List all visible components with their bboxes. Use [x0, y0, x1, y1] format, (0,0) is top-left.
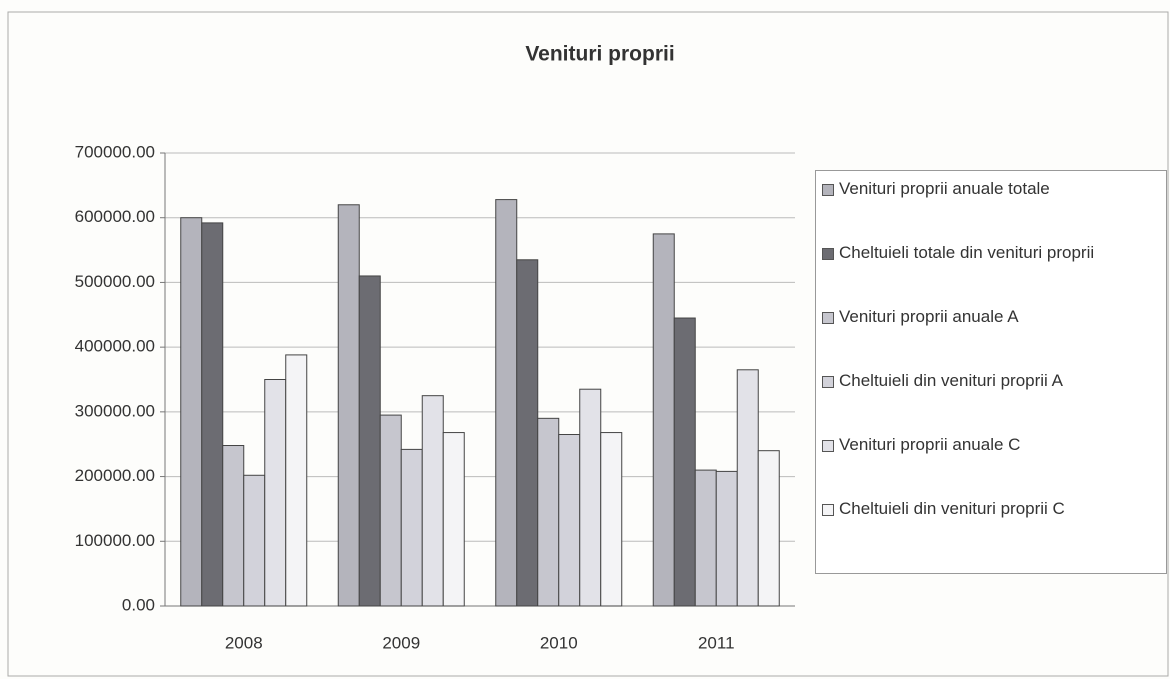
legend-swatch — [822, 376, 834, 388]
legend-label: Cheltuieli totale din venituri proprii — [839, 243, 1095, 262]
x-tick-label: 2010 — [540, 633, 578, 652]
bar — [652, 233, 675, 607]
y-tick-label: 700000.00 — [75, 142, 155, 161]
y-tick-label: 600000.00 — [75, 207, 155, 226]
bar — [379, 414, 402, 607]
bar — [736, 369, 759, 607]
legend-item: Venituri proprii anuale totale — [822, 177, 1166, 241]
bar — [558, 434, 581, 607]
y-tick-label: 100000.00 — [75, 531, 155, 550]
y-tick-label: 400000.00 — [75, 337, 155, 356]
bar — [757, 450, 780, 607]
y-tick-label: 0.00 — [122, 595, 155, 614]
bar — [201, 222, 224, 607]
legend-label: Cheltuieli din venituri proprii C — [839, 499, 1065, 518]
bar — [421, 395, 444, 607]
bar — [495, 199, 518, 607]
legend-label: Cheltuieli din venituri proprii A — [839, 371, 1063, 390]
bar — [358, 275, 381, 607]
bar — [337, 204, 360, 607]
chart-title: Venituri proprii — [525, 43, 674, 66]
legend-swatch — [822, 184, 834, 196]
x-tick-label: 2011 — [698, 633, 735, 652]
bar — [673, 317, 696, 607]
y-tick-label: 200000.00 — [75, 466, 155, 485]
bar — [694, 469, 717, 607]
legend-item: Venituri proprii anuale A — [822, 305, 1166, 369]
bar — [600, 432, 623, 607]
legend-label: Venituri proprii anuale A — [839, 307, 1019, 326]
legend-item: Venituri proprii anuale C — [822, 433, 1166, 497]
legend-swatch — [822, 312, 834, 324]
legend-item: Cheltuieli din venituri proprii C — [822, 497, 1166, 561]
legend-swatch — [822, 440, 834, 452]
chart-border — [7, 11, 1169, 677]
y-tick-label: 500000.00 — [75, 272, 155, 291]
bar — [285, 354, 308, 607]
bar — [442, 432, 465, 607]
x-tick-label: 2008 — [225, 633, 263, 652]
legend-swatch — [822, 248, 834, 260]
x-tick-label: 2009 — [382, 633, 420, 652]
legend-label: Venituri proprii anuale C — [839, 435, 1021, 454]
legend-item: Cheltuieli din venituri proprii A — [822, 369, 1166, 433]
bar — [516, 259, 539, 607]
bar — [243, 474, 266, 607]
y-tick-label: 300000.00 — [75, 401, 155, 420]
legend: Venituri proprii anuale totale Cheltuieli… — [815, 170, 1167, 574]
bar — [264, 379, 287, 607]
bar — [715, 470, 738, 607]
bar — [579, 388, 602, 607]
bar — [537, 417, 560, 607]
bar — [180, 217, 203, 607]
legend-label: Venituri proprii anuale totale — [839, 179, 1050, 198]
legend-swatch — [822, 504, 834, 516]
legend-item: Cheltuieli totale din venituri proprii — [822, 241, 1166, 305]
bar — [222, 445, 245, 607]
bar — [400, 448, 423, 607]
